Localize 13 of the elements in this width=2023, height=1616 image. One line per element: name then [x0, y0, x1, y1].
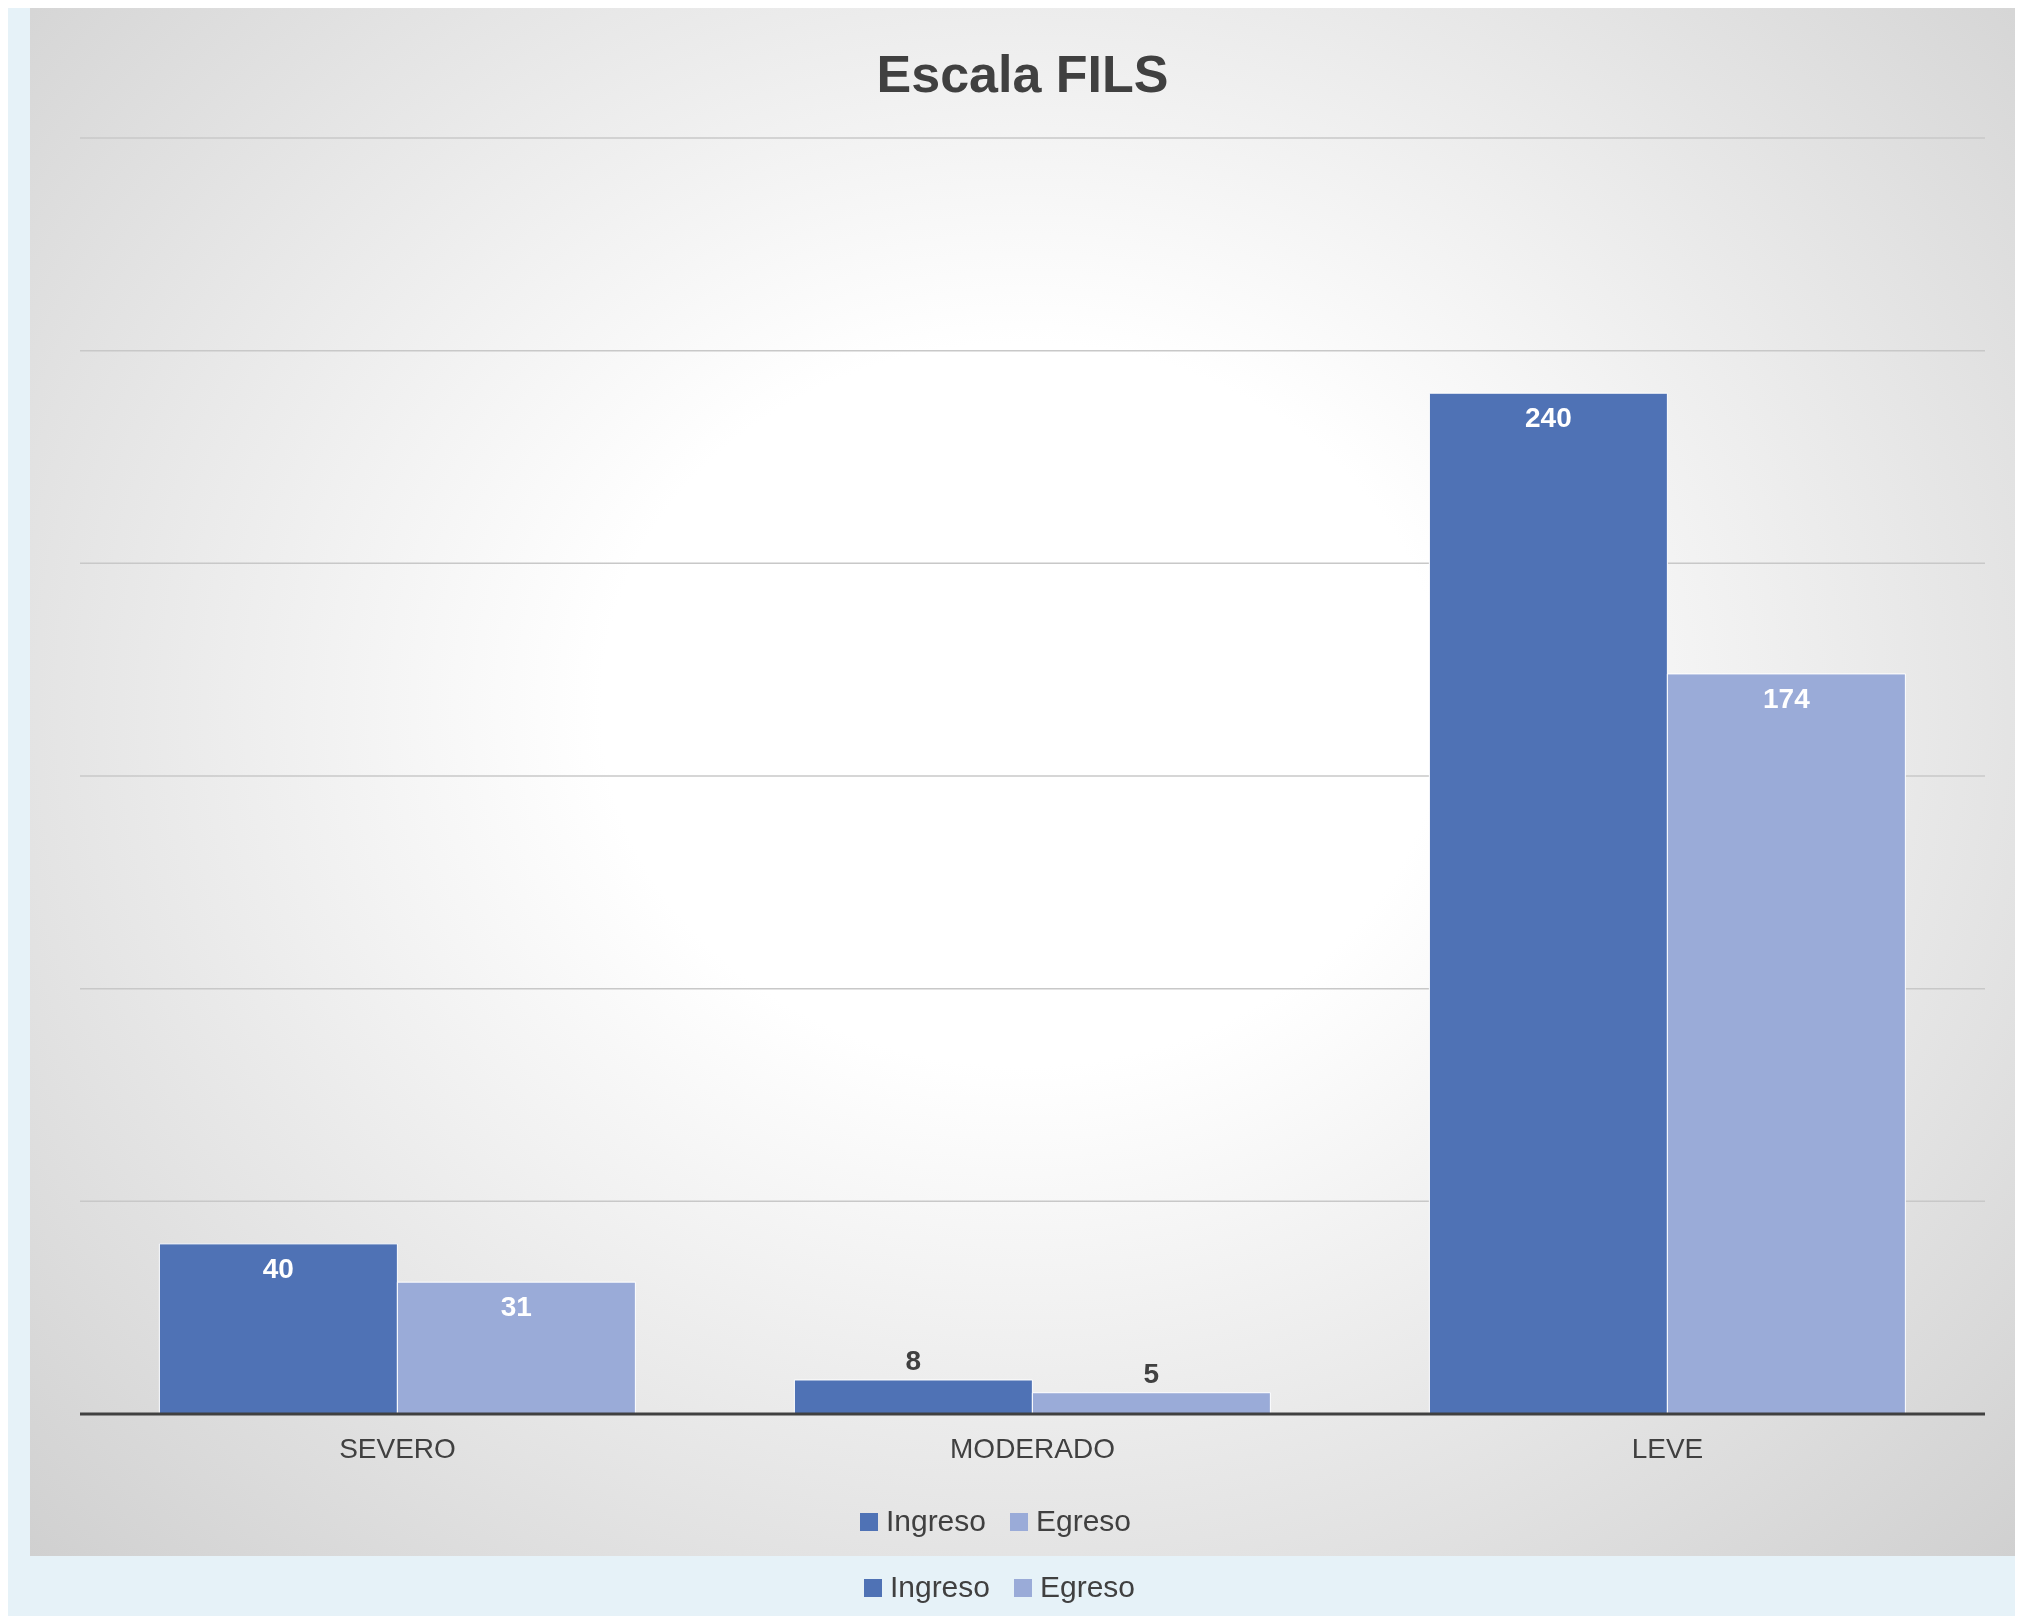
x-tick-label: LEVE [1631, 1432, 1704, 1464]
data-label: 174 [1763, 682, 1811, 714]
x-tick-label: SEVERO [339, 1432, 456, 1464]
chart-title: Escala FILS [875, 44, 1170, 105]
x-tick-label: MODERADO [950, 1432, 1115, 1464]
second-legend: Ingreso Egreso [8, 1556, 2015, 1616]
legend-label: Egreso [1035, 1504, 1132, 1537]
data-label: 31 [500, 1291, 532, 1323]
legend-label: Ingreso [884, 1504, 986, 1537]
data-label: 5 [1143, 1357, 1160, 1389]
data-label: 8 [905, 1344, 922, 1376]
data-label: 240 [1525, 402, 1572, 434]
data-label: 40 [262, 1252, 294, 1284]
